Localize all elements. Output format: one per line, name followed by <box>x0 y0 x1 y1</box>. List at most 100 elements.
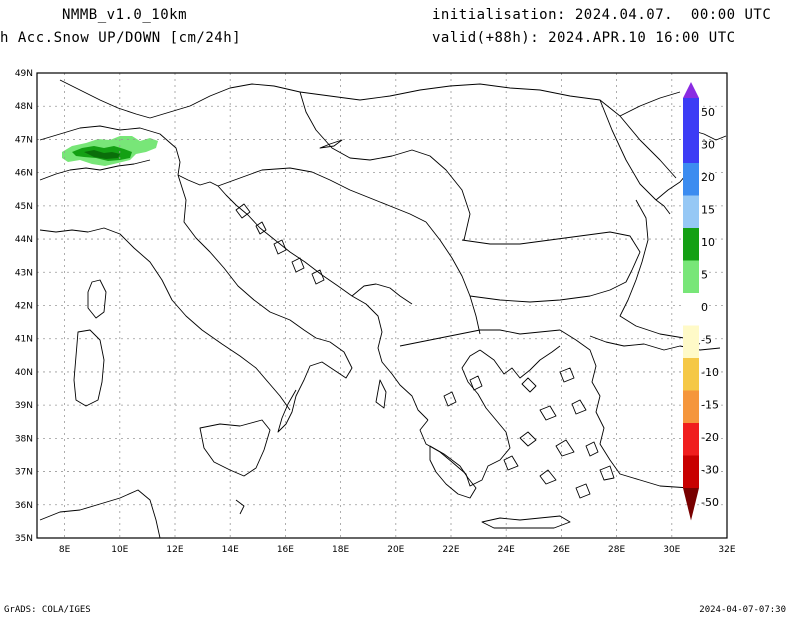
lake-balaton <box>319 139 343 149</box>
colorbar-swatch <box>683 390 699 423</box>
variable-title: h Acc.Snow UP/DOWN [cm/24h] <box>0 30 242 46</box>
lat-tick-label: 38N <box>15 434 33 444</box>
coastline-chalkidiki <box>479 345 561 379</box>
init-time: initialisation: 2024.04.07. 00:00 UTC <box>432 7 772 23</box>
colorbar-swatch <box>683 163 699 196</box>
lat-tick-label: 44N <box>15 235 33 245</box>
lat-tick-label: 36N <box>15 501 33 511</box>
coastline-peloponnese <box>429 445 477 499</box>
colorbar-label: -20 <box>701 431 719 444</box>
tunisia-east <box>235 499 245 515</box>
colorbar-swatch <box>683 228 699 261</box>
coastline-sicily <box>199 419 271 477</box>
colorbar-swatch <box>683 455 699 488</box>
coastline-ionian <box>375 379 387 409</box>
valid-time: valid(+88h): 2024.APR.10 16:00 UTC <box>432 30 736 46</box>
border-moldova <box>599 99 657 201</box>
coastline-adriatic <box>177 174 429 421</box>
border-bulgaria <box>469 269 633 303</box>
border-hungary <box>299 91 471 241</box>
lon-tick-label: 8E <box>59 545 71 555</box>
colorbar-label: 10 <box>701 236 715 249</box>
colorbar-swatch <box>683 325 699 358</box>
colorbar-label: -30 <box>701 463 719 476</box>
lon-tick-label: 10E <box>111 545 128 555</box>
lat-tick-label: 35N <box>15 534 33 544</box>
colorbar-swatch <box>683 130 699 163</box>
footer-timestamp: 2024-04-07-07:30 <box>699 605 786 615</box>
lon-tick-label: 26E <box>553 545 570 555</box>
border-carpathians <box>299 83 677 179</box>
lon-tick-label: 14E <box>222 545 239 555</box>
coastline-north-africa <box>39 489 161 538</box>
coastline-greece-mainland <box>419 349 511 487</box>
lat-tick-label: 39N <box>15 401 33 411</box>
lat-tick-label: 45N <box>15 202 33 212</box>
lat-tick-label: 42N <box>15 302 33 312</box>
colorbar-swatch <box>683 98 699 131</box>
lon-tick-label: 18E <box>332 545 349 555</box>
border-balkans-3 <box>351 283 413 305</box>
border-balkans-1 <box>217 167 427 223</box>
lat-lon-grid <box>37 73 727 538</box>
longitude-labels: 8E 10E 12E 14E 16E 18E 20E 22E 24E 26E 28E 30E 32E <box>59 545 736 555</box>
danube-delta <box>655 199 671 215</box>
colorbar-swatch <box>683 293 699 326</box>
coastline-crete <box>481 515 571 529</box>
colorbar-bottom-arrow <box>683 488 699 521</box>
colorbar-swatch <box>683 358 699 391</box>
colorbar-label: -50 <box>701 496 719 509</box>
colorbar-label: 15 <box>701 203 715 216</box>
croatian-islands <box>235 203 325 285</box>
colorbar-label: 20 <box>701 171 715 184</box>
coastline-italy-east <box>177 174 353 433</box>
coastline-turkey-west <box>559 329 691 489</box>
coastline-black-sea <box>619 199 701 345</box>
snow-accumulation-area <box>62 136 158 166</box>
lat-tick-label: 37N <box>15 468 33 478</box>
lat-tick-label: 41N <box>15 335 33 345</box>
lon-tick-label: 20E <box>387 545 404 555</box>
lon-tick-label: 16E <box>277 545 294 555</box>
footer-software: GrADS: COLA/IGES <box>4 605 91 615</box>
lat-tick-label: 47N <box>15 135 33 145</box>
colorbar-label: 50 <box>701 106 715 119</box>
coastlines-and-borders <box>39 79 727 538</box>
lat-tick-label: 40N <box>15 368 33 378</box>
lat-tick-label: 49N <box>15 69 33 79</box>
aegean-islands <box>443 367 615 499</box>
border-germany <box>59 79 151 119</box>
lon-tick-label: 22E <box>442 545 459 555</box>
snow-area-heavy <box>84 150 120 159</box>
colorbar-top-arrow <box>683 82 699 98</box>
colorbar-label: 30 <box>701 138 715 151</box>
border-romania <box>461 231 641 271</box>
lon-tick-label: 24E <box>498 545 515 555</box>
colorbar-swatch <box>683 260 699 293</box>
lat-tick-label: 43N <box>15 268 33 278</box>
lon-tick-label: 32E <box>718 545 735 555</box>
colorbar-label: -15 <box>701 398 719 411</box>
lat-tick-label: 48N <box>15 102 33 112</box>
border-balkans-2 <box>425 221 481 335</box>
colorbar-label: -5 <box>701 333 712 346</box>
lon-tick-label: 30E <box>663 545 680 555</box>
colorbar-swatch <box>683 195 699 228</box>
lon-tick-label: 28E <box>608 545 625 555</box>
coastline-sardinia <box>73 329 105 407</box>
coastline-corsica <box>87 279 107 319</box>
lon-tick-label: 12E <box>166 545 183 555</box>
border-greece-north <box>399 329 561 347</box>
map-frame <box>36 72 728 539</box>
model-title: NMMB_v1.0_10km <box>62 7 188 23</box>
coastline-italy-west <box>39 227 291 411</box>
latitude-labels: 49N 48N 47N 46N 45N 44N 43N 42N 41N 40N 39N 38N 37N 3… <box>15 69 33 544</box>
border-austria <box>149 83 301 119</box>
border-alps <box>39 125 181 176</box>
colorbar-label: -10 <box>701 366 719 379</box>
border-swiss <box>39 159 151 181</box>
border-ukraine <box>619 91 681 117</box>
colorbar-label: 5 <box>701 268 708 281</box>
